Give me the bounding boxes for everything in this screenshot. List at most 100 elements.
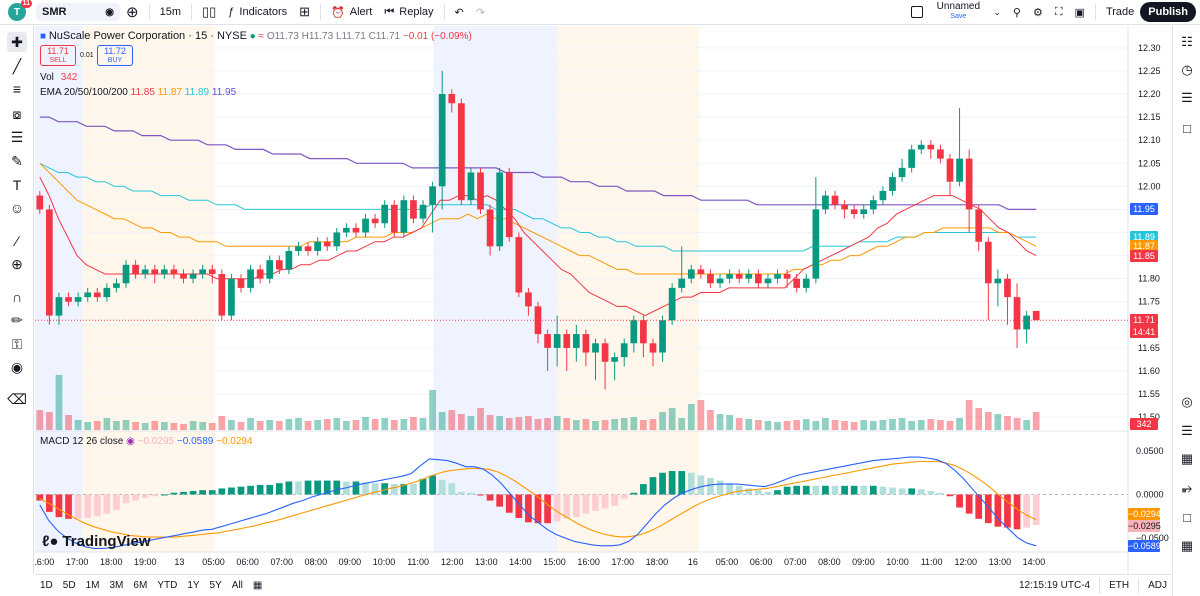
crosshair-icon[interactable]: ✚ [7,32,27,52]
watchlist-icon[interactable]: ☷ [1181,34,1193,49]
macd-histogram-bar [36,494,44,501]
range-button-1m[interactable]: 1M [85,580,100,591]
text-icon[interactable]: T [12,177,22,193]
broadcast-icon[interactable]: ⥵ [1181,480,1193,495]
session-button[interactable]: ETH [1109,580,1130,591]
candle-body [1013,297,1021,330]
volume-bar [755,420,762,430]
macd-histogram-bar [237,486,245,495]
legend-title[interactable]: NuScale Power Corporation · 15 · NYSE [48,30,247,42]
trade-button[interactable]: Trade [1100,0,1140,25]
volume-bar [477,408,484,430]
templates-button[interactable]: ⊞ [293,0,316,25]
snapshot-button[interactable]: ▣ [1069,0,1091,25]
macd-histogram-bar [668,471,676,495]
alerts-clock-icon[interactable]: ◷ [1181,62,1193,77]
chevron-down-icon: ⌄ [993,6,1001,17]
magnet-icon[interactable]: ∩ [11,289,23,305]
time-axis-label: 05:00 [202,557,225,567]
adjust-button[interactable]: ADJ [1148,580,1167,591]
layout-dropdown[interactable]: ⌄ [987,0,1007,25]
symbol-search[interactable]: SMR ◉ [36,3,120,21]
volume-legend[interactable]: Vol 342 [40,72,77,83]
range-button-5d[interactable]: 5D [62,580,76,591]
session-band-5 [556,26,700,552]
price-axis-label: 11.55 [1138,389,1160,399]
volume-bar [544,418,551,430]
tradingview-logo[interactable]: ℓ● TradingView [42,533,151,550]
apps-grid-icon[interactable]: ▦ [1180,538,1194,553]
target-icon[interactable]: ◎ [1181,394,1193,409]
notifications-icon[interactable]: □ [1183,509,1191,525]
macd-histogram-bar [659,472,666,495]
add-symbol-button[interactable]: ⊕ [120,0,145,25]
replay-button[interactable]: ⏮ Replay [378,0,439,25]
macd-legend[interactable]: MACD 12 26 close ◉ −0.0295 −0.0589 −0.02… [40,436,253,447]
publish-button[interactable]: Publish [1140,2,1196,22]
ideas-icon[interactable]: ☰ [1181,423,1193,438]
candle-body [563,334,571,348]
volume-bar [965,400,973,430]
buy-button[interactable]: 11.72 BUY [97,45,133,66]
eye-icon[interactable]: ◉ [10,358,24,375]
range-button-1y[interactable]: 1Y [187,580,200,591]
volume-bar [323,419,331,430]
trend-line-icon[interactable]: ╱ [12,57,22,74]
ruler-icon[interactable]: ∕ [15,233,19,249]
redo-button[interactable]: ↷ [470,0,491,25]
sell-label: SELL [49,57,67,64]
lock-icon[interactable]: ⚿ [11,335,23,352]
volume-bar [1004,416,1011,430]
macd-histogram-bar [544,494,551,524]
range-button-1d[interactable]: 1D [40,580,53,591]
range-button-3m[interactable]: 3M [109,580,124,591]
date-range-button[interactable]: ▦ [248,580,267,591]
candle-body [707,274,714,284]
lock-pencil-icon[interactable]: ✏ [11,311,23,328]
volume-bar [745,419,753,430]
layers-icon[interactable]: ☰ [1181,90,1193,105]
trash-icon[interactable]: ⌫ [7,390,27,407]
divider [443,4,445,20]
time-axis-label: 12:00 [441,557,464,567]
fullscreen-button[interactable]: ⛶ [1049,0,1069,25]
user-avatar[interactable]: T 11 [8,0,32,21]
range-button-all[interactable]: All [231,580,243,591]
macd-signal-value: −0.0294 [216,436,253,447]
ema-legend[interactable]: EMA 20/50/100/200 11.85 11.87 11.89 11.9… [40,87,236,98]
timezone-clock[interactable]: 12:15:19 UTC-4 [1018,580,1091,591]
zoom-in-icon[interactable]: ⊕ [11,255,23,272]
market-open-icon: ● [249,31,256,42]
chart-type-button[interactable]: ▯▯ [196,0,222,25]
compare-icon[interactable]: ◉ [105,6,114,18]
emoji-icon[interactable]: ☺ [9,200,25,216]
range-button-6m[interactable]: 6M [133,580,148,591]
horizontal-lines-icon[interactable]: ≡ [12,81,22,97]
volume-bar [793,420,801,430]
candle-body [122,264,130,284]
candle-body [927,144,935,150]
calendar-icon[interactable]: ▦ [1180,451,1194,466]
layout-checkbox[interactable] [905,0,929,25]
fib-icon[interactable]: ☰ [10,128,24,145]
candle-body [946,158,954,182]
settings-button[interactable]: ⚙ [1027,0,1049,25]
candle-body [668,287,676,321]
range-button-ytd[interactable]: YTD [157,580,178,591]
indicators-button[interactable]: ƒ Indicators [222,0,293,25]
sell-button[interactable]: 11.71 SELL [40,45,76,66]
candle-body [410,200,417,219]
chart-area[interactable]: 12.30 12.25 12.20 12.15 12.10 12.05 12.00 11.80… [35,26,1172,574]
quick-search-button[interactable]: ⚲ [1007,0,1027,25]
interval-button[interactable]: 15m [154,0,187,25]
volume-bar [601,420,609,430]
macd-histogram-bar [601,494,609,509]
layout-name-button[interactable]: Unnamed Save [929,0,987,25]
undo-button[interactable]: ↶ [449,0,470,25]
alert-button[interactable]: ⏰ Alert [325,0,378,25]
chat-icon[interactable]: □ [1183,120,1191,136]
pattern-icon[interactable]: ⧇ [12,105,22,122]
macd-histogram-bar [889,487,896,495]
brush-icon[interactable]: ✎ [11,152,23,169]
range-button-5y[interactable]: 5Y [209,580,222,591]
